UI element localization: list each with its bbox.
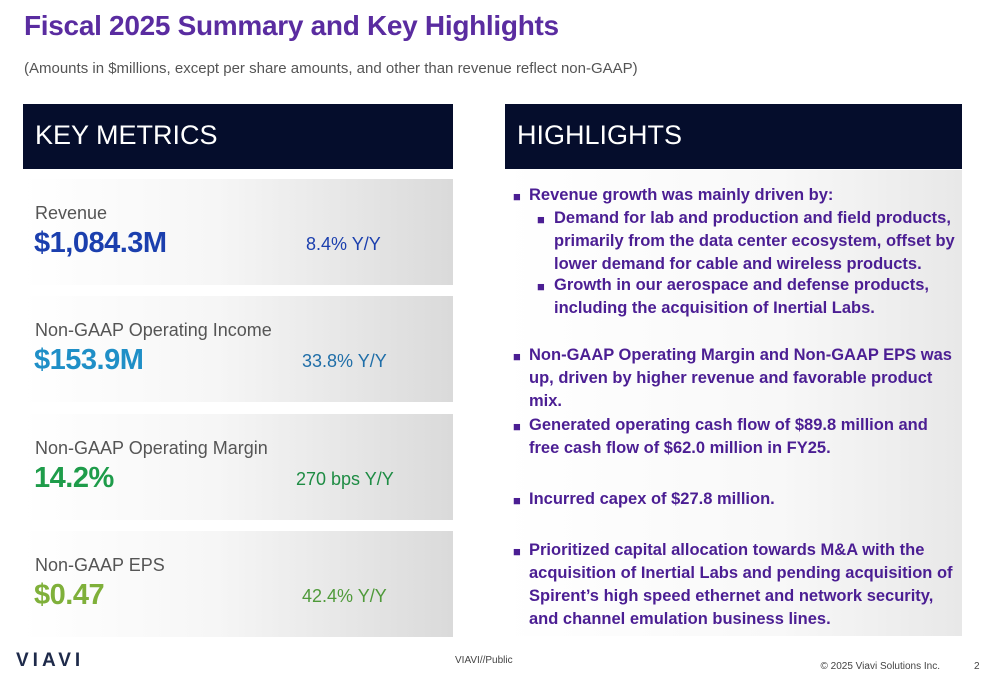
metric-value: 14.2% bbox=[34, 462, 114, 494]
square-bullet-icon: ■ bbox=[513, 544, 521, 559]
page-subtitle: (Amounts in $millions, except per share … bbox=[24, 60, 638, 77]
viavi-logo: VIAVI bbox=[16, 650, 85, 671]
square-bullet-icon: ■ bbox=[537, 212, 545, 227]
square-bullet-icon: ■ bbox=[513, 349, 521, 364]
square-bullet-icon: ■ bbox=[513, 189, 521, 204]
metric-label: Non-GAAP EPS bbox=[35, 555, 165, 575]
square-bullet-icon: ■ bbox=[513, 419, 521, 434]
copyright-text: © 2025 Viavi Solutions Inc. bbox=[820, 661, 940, 672]
highlight-subitem: ■ Growth in our aerospace and defense pr… bbox=[537, 276, 929, 317]
highlight-item: ■ Revenue growth was mainly driven by: bbox=[513, 184, 953, 207]
highlight-subitem: ■ Demand for lab and production and fiel… bbox=[537, 209, 955, 273]
highlight-item: ■ Incurred capex of $27.8 million. bbox=[513, 488, 953, 511]
metric-card-operating-margin: Non-GAAP Operating Margin 14.2% 270 bps … bbox=[23, 414, 453, 520]
metric-change: 42.4% Y/Y bbox=[302, 586, 387, 606]
page-title: Fiscal 2025 Summary and Key Highlights bbox=[24, 10, 559, 41]
square-bullet-icon: ■ bbox=[537, 279, 545, 294]
metric-change: 33.8% Y/Y bbox=[302, 351, 387, 371]
metric-card-operating-income: Non-GAAP Operating Income $153.9M 33.8% … bbox=[23, 296, 453, 402]
highlights-panel: ■ Revenue growth was mainly driven by: ■… bbox=[505, 170, 962, 636]
metric-change: 8.4% Y/Y bbox=[306, 234, 381, 254]
metric-value: $0.47 bbox=[34, 579, 105, 611]
metric-label: Non-GAAP Operating Margin bbox=[35, 438, 268, 458]
square-bullet-icon: ■ bbox=[513, 493, 521, 508]
metric-value: $153.9M bbox=[34, 344, 144, 376]
metric-label: Revenue bbox=[35, 203, 108, 223]
metric-card-eps: Non-GAAP EPS $0.47 42.4% Y/Y bbox=[23, 531, 453, 637]
page-number: 2 bbox=[974, 661, 980, 672]
key-metrics-header: KEY METRICS bbox=[23, 104, 453, 169]
highlights-header: HIGHLIGHTS bbox=[505, 104, 962, 169]
metric-value: $1,084.3M bbox=[34, 227, 167, 259]
highlight-item: ■ Generated operating cash flow of $89.8… bbox=[513, 416, 928, 457]
metric-card-revenue: Revenue $1,084.3M 8.4% Y/Y bbox=[23, 179, 453, 285]
highlight-item: ■ Prioritized capital allocation towards… bbox=[513, 541, 953, 628]
metric-label: Non-GAAP Operating Income bbox=[35, 320, 272, 340]
highlight-item: ■ Non-GAAP Operating Margin and Non-GAAP… bbox=[513, 346, 952, 410]
metric-change: 270 bps Y/Y bbox=[296, 469, 394, 489]
classification-label: VIAVI//Public bbox=[455, 655, 513, 666]
